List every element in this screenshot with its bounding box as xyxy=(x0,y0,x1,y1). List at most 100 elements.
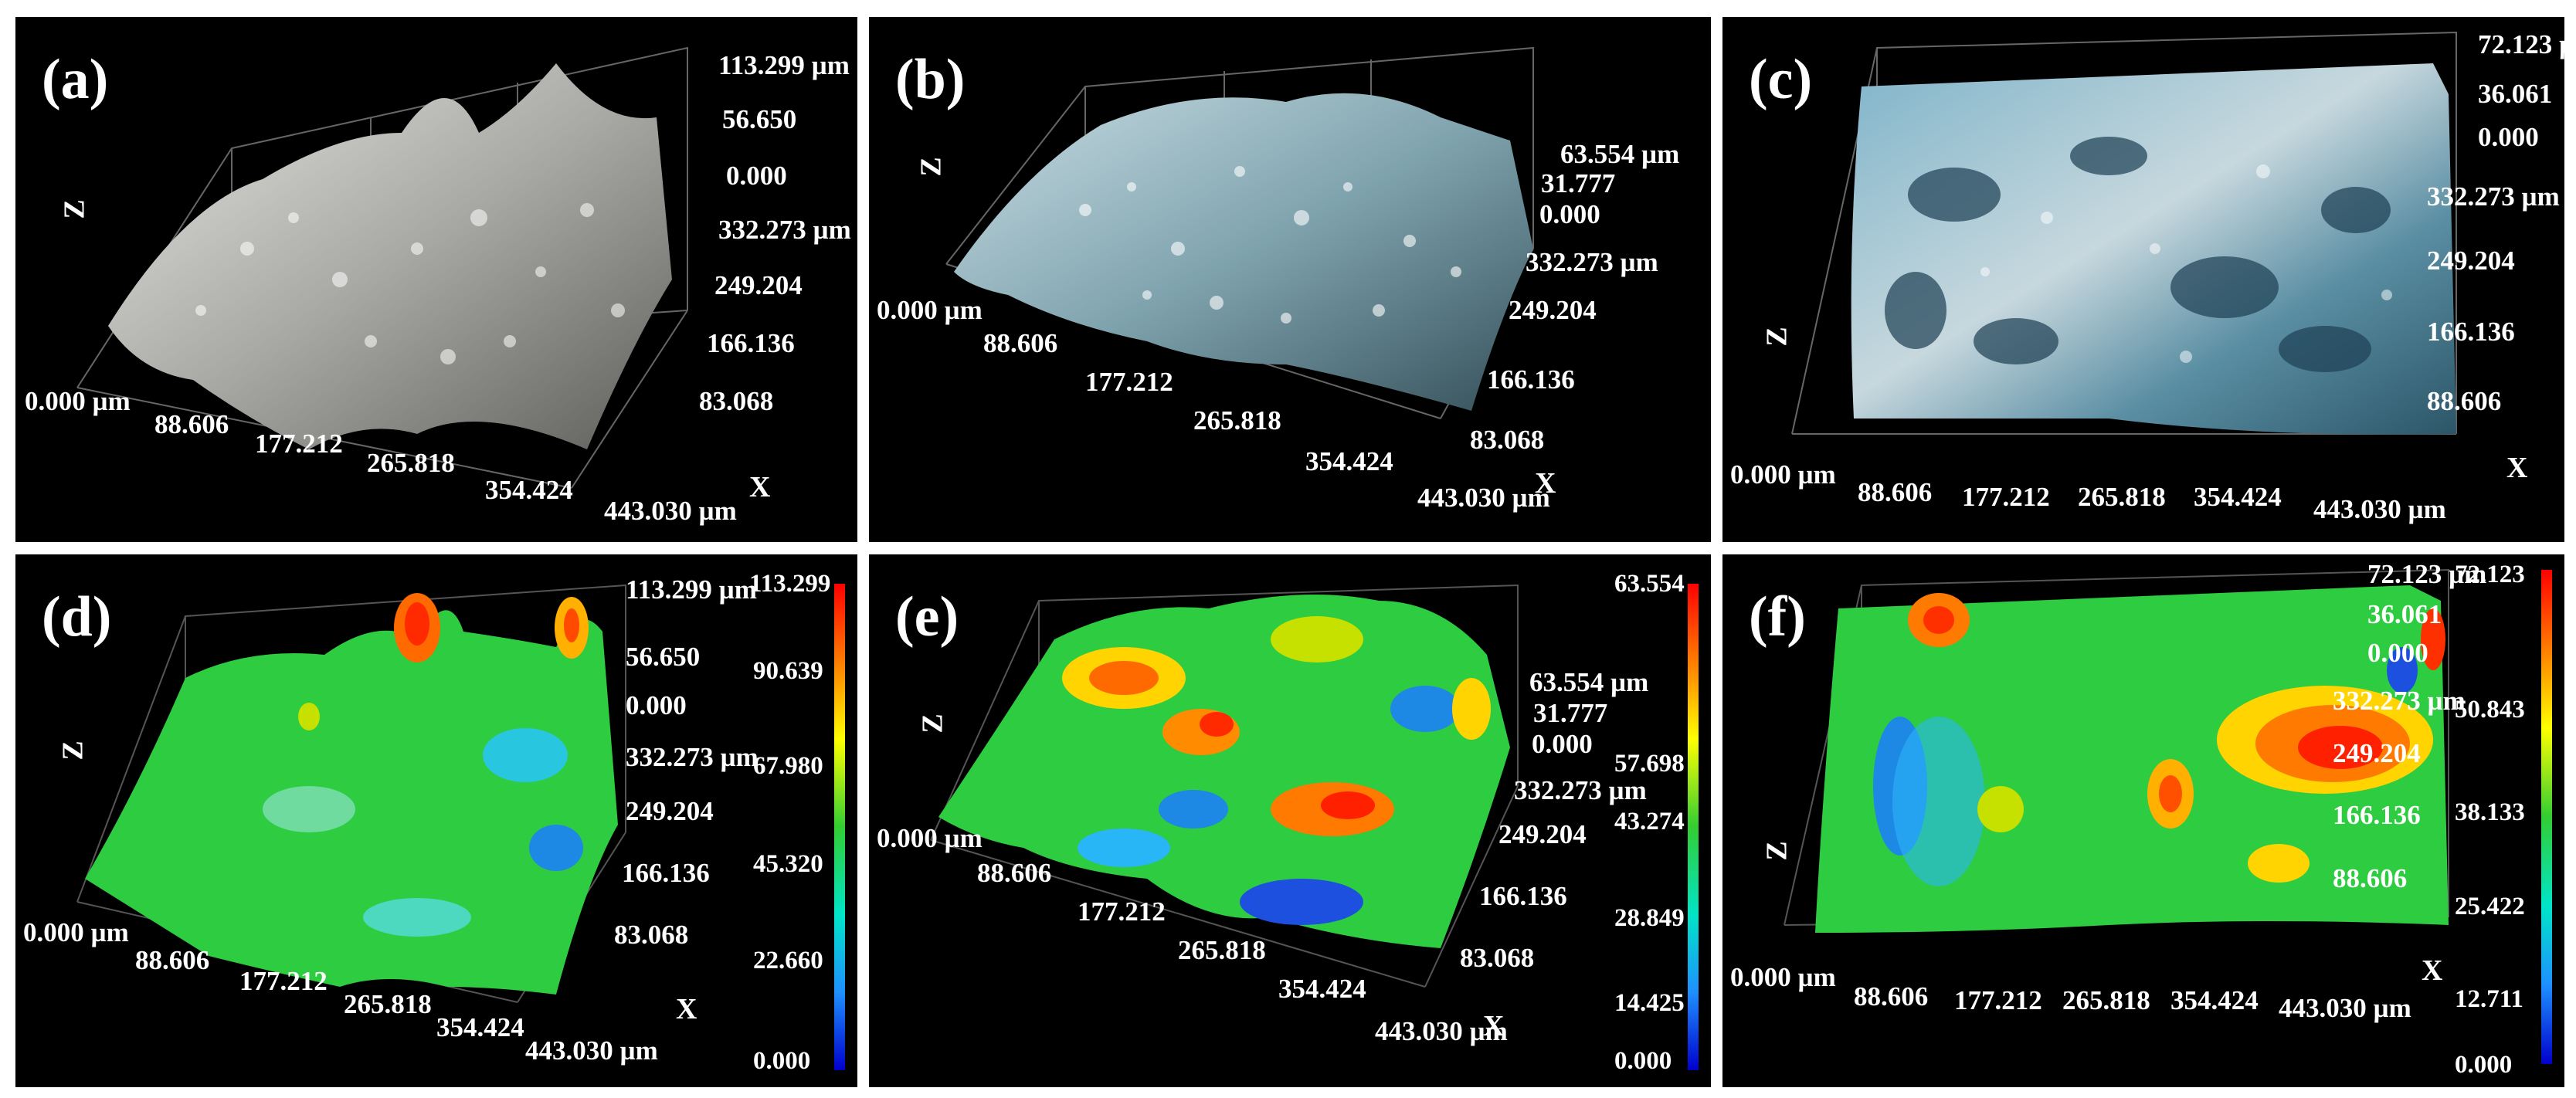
z-tick: 0.000 xyxy=(2478,122,2539,152)
panel-a: (a) Z 113.299 µm 56.650 0.000 332.273 µm… xyxy=(15,17,857,542)
y-tick: 332.273 µm xyxy=(1514,775,1647,805)
y-tick: 166.136 xyxy=(707,328,795,358)
colorbar xyxy=(2541,570,2552,1064)
z-axis-label: Z xyxy=(1760,841,1794,861)
colorbar-tick: 12.711 xyxy=(2455,985,2523,1013)
y-tick: 88.606 xyxy=(2427,386,2502,416)
surface-3d-optical xyxy=(1791,31,2457,435)
colorbar-tick: 63.554 xyxy=(1614,570,1685,598)
y-tick: 332.273 µm xyxy=(626,742,759,772)
colorbar-tick: 67.980 xyxy=(753,752,823,780)
x-tick: 443.030 µm xyxy=(2279,993,2411,1023)
z-tick: 56.650 xyxy=(626,642,701,672)
y-tick: 249.204 xyxy=(1509,295,1597,325)
panel-label: (c) xyxy=(1749,48,1813,111)
colorbar-tick: 22.660 xyxy=(753,947,823,974)
x-axis-label: X xyxy=(749,471,771,503)
panel-f: (f) Z 72.123 µm 36.061 0.000 332.273 µm … xyxy=(1722,554,2564,1087)
x-tick: 265.818 xyxy=(1193,405,1281,435)
colorbar xyxy=(1688,584,1699,1070)
x-tick: 354.424 xyxy=(1305,446,1393,476)
x-tick: 443.030 µm xyxy=(604,496,737,526)
colorbar-tick: 38.133 xyxy=(2455,798,2525,826)
z-tick: 0.000 xyxy=(726,161,787,191)
y-tick: 166.136 xyxy=(2427,317,2515,347)
x-tick: 265.818 xyxy=(344,989,432,1019)
colorbar-tick: 43.274 xyxy=(1614,808,1685,835)
z-tick: 36.061 xyxy=(2478,79,2553,109)
panel-label: (f) xyxy=(1749,585,1806,649)
y-tick: 249.204 xyxy=(2333,738,2421,768)
colorbar-tick: 57.698 xyxy=(1614,750,1685,778)
y-tick: 332.273 µm xyxy=(1526,247,1658,277)
x-tick: 88.606 xyxy=(135,945,210,975)
y-tick: 83.068 xyxy=(1470,425,1545,455)
z-tick: 113.299 µm xyxy=(718,50,850,80)
x-tick: 0.000 µm xyxy=(25,386,131,416)
y-tick: 166.136 xyxy=(1487,364,1575,395)
surface-3d-heightmap xyxy=(76,584,626,1003)
y-tick: 83.068 xyxy=(614,920,689,950)
z-tick: 63.554 µm xyxy=(1529,667,1649,697)
panel-label: (d) xyxy=(42,585,112,649)
colorbar-tick: 0.000 xyxy=(753,1047,811,1075)
colorbar-tick: 14.425 xyxy=(1614,989,1685,1017)
surface-3d-heightmap xyxy=(1784,568,2449,933)
surface-3d-optical xyxy=(76,46,688,489)
z-tick: 63.554 µm xyxy=(1560,139,1680,169)
x-tick: 443.030 µm xyxy=(1417,483,1550,513)
x-tick: 0.000 µm xyxy=(877,823,983,853)
panel-label: (a) xyxy=(42,48,109,111)
panel-e: (e) Z 63.554 µm 31.777 0.000 332.273 µm … xyxy=(869,554,1711,1087)
z-axis-label: Z xyxy=(56,740,90,761)
x-tick: 177.212 xyxy=(255,429,343,459)
z-tick: 0.000 xyxy=(2367,638,2428,668)
x-tick: 265.818 xyxy=(2078,482,2166,512)
x-tick: 265.818 xyxy=(2062,985,2150,1015)
x-tick: 0.000 µm xyxy=(1730,459,1836,490)
x-tick: 354.424 xyxy=(485,475,573,505)
x-tick: 265.818 xyxy=(367,448,455,478)
y-tick: 166.136 xyxy=(2333,800,2421,830)
x-tick: 88.606 xyxy=(977,858,1052,888)
z-tick: 56.650 xyxy=(722,104,797,134)
x-axis-label: X xyxy=(676,993,697,1025)
panel-d: (d) Z 113.299 µm 56.650 0.000 332.273 µm… xyxy=(15,554,857,1087)
colorbar-tick: 25.422 xyxy=(2455,893,2525,920)
z-axis-label: Z xyxy=(915,157,948,177)
z-tick: 0.000 xyxy=(1532,729,1593,759)
x-tick: 443.030 µm xyxy=(1375,1016,1508,1046)
y-tick: 83.068 xyxy=(699,386,774,416)
x-axis-label: X xyxy=(1535,467,1556,500)
x-tick: 354.424 xyxy=(2194,482,2282,512)
z-axis-label: Z xyxy=(1760,327,1794,347)
x-tick: 177.212 xyxy=(239,966,328,996)
x-tick: 88.606 xyxy=(154,409,229,439)
x-axis-label: X xyxy=(1483,1010,1505,1042)
y-tick: 332.273 µm xyxy=(2333,686,2466,716)
colorbar xyxy=(834,584,845,1070)
x-tick: 177.212 xyxy=(1085,367,1173,397)
x-tick: 354.424 xyxy=(436,1012,524,1042)
x-axis-label: X xyxy=(2506,452,2528,484)
y-tick: 83.068 xyxy=(1460,943,1535,973)
y-tick: 166.136 xyxy=(1479,881,1567,911)
panel-label: (b) xyxy=(895,48,966,111)
colorbar-tick: 0.000 xyxy=(1614,1047,1672,1075)
x-tick: 177.212 xyxy=(1954,985,2042,1015)
y-tick: 249.204 xyxy=(626,796,714,826)
x-tick: 354.424 xyxy=(2170,985,2259,1015)
panel-c: (c) Z 72.123 µm 36.061 0.000 332.273 µm … xyxy=(1722,17,2564,542)
colorbar-tick: 50.843 xyxy=(2455,696,2525,724)
colorbar-tick: 72.123 xyxy=(2455,561,2525,588)
z-tick: 72.123 µm xyxy=(2478,29,2564,59)
x-tick: 443.030 µm xyxy=(2313,494,2446,524)
colorbar-tick: 45.320 xyxy=(753,850,823,878)
colorbar-tick: 0.000 xyxy=(2455,1051,2513,1079)
z-tick: 0.000 xyxy=(626,690,687,720)
x-tick: 0.000 µm xyxy=(23,917,129,947)
x-tick: 88.606 xyxy=(983,328,1058,358)
y-tick: 332.273 µm xyxy=(2427,181,2560,212)
z-tick: 31.777 xyxy=(1533,698,1608,728)
x-tick: 265.818 xyxy=(1178,935,1266,965)
